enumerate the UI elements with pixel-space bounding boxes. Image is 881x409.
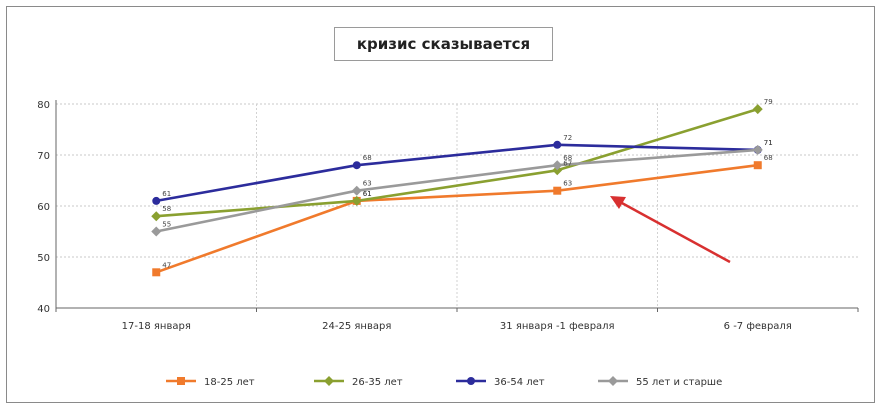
data-label: 71: [764, 139, 773, 147]
data-label: 68: [764, 154, 773, 162]
data-point: [552, 160, 563, 171]
data-point: [553, 140, 562, 149]
series-line: [155, 148, 758, 233]
data-label: 55: [162, 221, 171, 229]
data-point: [608, 376, 618, 386]
series-line: [156, 143, 758, 203]
chart-title: кризис сказывается: [334, 27, 553, 61]
data-point: [467, 377, 475, 385]
legend-label: 36-54 лет: [494, 377, 545, 388]
annotation-arrow: [619, 200, 731, 264]
chart-frame: [6, 6, 875, 403]
y-tick-label: 70: [37, 151, 50, 162]
data-point: [324, 376, 334, 386]
data-point: [351, 185, 362, 196]
data-point: [752, 144, 763, 155]
data-label: 68: [563, 154, 572, 162]
data-label: 79: [764, 98, 773, 106]
legend-label: 55 лет и старше: [636, 377, 722, 388]
series-line: [155, 163, 758, 274]
data-label: 68: [363, 154, 372, 162]
data-label: 72: [563, 134, 572, 142]
y-tick-label: 50: [37, 253, 50, 264]
data-point: [552, 165, 563, 176]
data-point: [151, 226, 162, 237]
x-tick-label: 17-18 января: [122, 321, 191, 332]
x-tick-label: 6 -7 февраля: [724, 321, 792, 332]
data-point: [151, 211, 162, 222]
x-tick-label: 24-25 января: [322, 321, 391, 332]
y-tick-label: 60: [37, 202, 50, 213]
data-point: [152, 196, 161, 205]
data-label: 47: [162, 261, 171, 269]
data-label: 61: [363, 190, 372, 198]
legend-label: 18-25 лет: [204, 377, 255, 388]
data-label: 63: [563, 180, 572, 188]
data-label: 71: [764, 139, 773, 147]
legend-label: 26-35 лет: [352, 377, 403, 388]
annotation-arrowhead: [610, 196, 626, 209]
series-line: [156, 107, 759, 218]
y-tick-label: 80: [37, 100, 50, 111]
data-label: 63: [363, 180, 372, 188]
data-label: 61: [162, 190, 171, 198]
data-point: [177, 377, 185, 385]
data-label: 61: [363, 190, 372, 198]
data-point: [553, 186, 562, 195]
data-point: [351, 195, 362, 206]
data-point: [752, 104, 763, 115]
y-tick-label: 40: [37, 304, 50, 315]
data-point: [753, 161, 762, 170]
data-label: 58: [162, 205, 171, 213]
data-point: [352, 161, 361, 170]
data-point: [152, 268, 161, 277]
data-label: 67: [563, 159, 572, 167]
x-tick-label: 31 января -1 февраля: [500, 321, 615, 332]
